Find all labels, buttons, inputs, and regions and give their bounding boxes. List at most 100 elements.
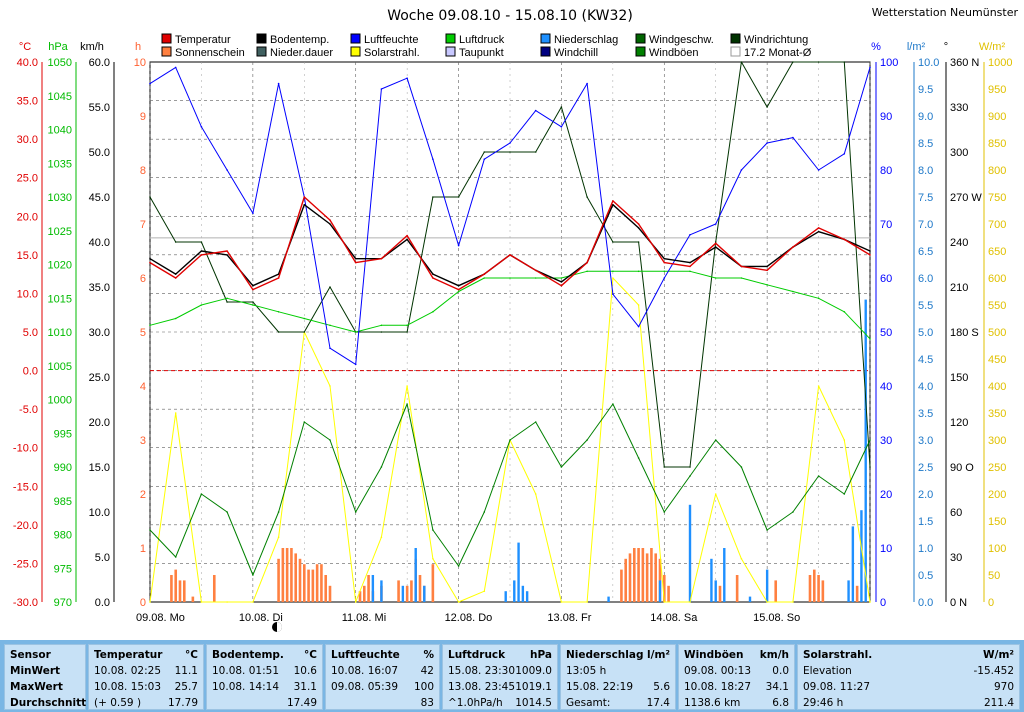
stats-cell-value: -15.452	[973, 665, 1014, 677]
axis-tick-dir: 30	[950, 552, 962, 564]
stats-title: Solarstrahl.	[803, 649, 873, 661]
axis-tick-hum: 100	[880, 57, 898, 69]
axis-tick-temp: 15.0	[17, 250, 38, 262]
series-point	[586, 261, 588, 264]
series-point	[612, 403, 614, 405]
stats-unit: km/h	[759, 649, 789, 661]
series-point	[637, 241, 640, 243]
chart-title: Woche 09.08.10 - 15.08.10 (KW32)	[387, 8, 633, 24]
series-point	[740, 277, 743, 279]
sunshine-bar	[641, 548, 645, 602]
sunshine-bar	[311, 569, 315, 602]
sunshine-bar	[307, 569, 310, 602]
series-point	[714, 246, 717, 248]
stats-panel: Windböen km/h 09.08. 00:13 0.0 10.08. 18:27 3…	[678, 644, 795, 710]
axis-tick-temp: -10.0	[13, 443, 38, 455]
sunshine-bar	[821, 580, 825, 602]
series-point	[226, 511, 228, 513]
sunshine-bar	[654, 553, 658, 602]
rain-bar	[517, 542, 520, 602]
stats-cell-value: 11.1	[174, 665, 198, 677]
axis-tick-sun: 6	[140, 273, 146, 285]
series-point	[792, 601, 794, 603]
sunshine-bar	[170, 575, 173, 602]
series-point	[252, 284, 254, 287]
series-point	[869, 250, 871, 252]
series-point	[457, 196, 460, 198]
series-point	[252, 601, 254, 603]
series-point	[149, 82, 151, 85]
series-point	[174, 317, 177, 320]
axis-tick-dir: 180 S	[950, 327, 979, 339]
axis-tick-temp: -25.0	[13, 558, 38, 570]
series-point	[509, 277, 511, 279]
series-point	[663, 466, 666, 468]
series-point	[714, 223, 717, 225]
stats-row: MinWert	[5, 663, 85, 679]
stats-cell-label: 10.08. 02:25	[94, 665, 161, 677]
rain-bar	[864, 299, 867, 602]
axis-tick-press: 990	[54, 462, 72, 474]
series-point	[586, 196, 588, 198]
series-point	[303, 196, 306, 198]
series-point	[432, 529, 434, 531]
legend-swatch	[730, 33, 741, 44]
legend: Temperatur Bodentemp. Luftfeuchte Luftdruck…	[161, 33, 812, 59]
legend-label: Temperatur	[175, 34, 231, 46]
series-point	[586, 439, 588, 441]
stats-cell-label: MaxWert	[10, 681, 63, 693]
series-point	[149, 196, 151, 198]
axis-tick-press: 1050	[48, 57, 72, 69]
legend-label: Taupunkt	[459, 47, 504, 59]
legend-swatch	[445, 46, 456, 57]
moon-phase-light	[277, 622, 282, 632]
series-point	[303, 421, 306, 423]
series-point	[380, 331, 383, 333]
series-point	[612, 200, 614, 202]
series-point	[637, 304, 640, 306]
rain-bar	[860, 510, 863, 602]
series-point	[432, 558, 434, 560]
series-point	[277, 277, 280, 279]
series-point	[509, 142, 511, 144]
stats-cell-value: 25.7	[174, 681, 198, 693]
axis-tick-solar: 550	[988, 300, 1006, 312]
axis-tick-rain: 4.5	[918, 354, 933, 366]
series-point	[560, 126, 563, 128]
x-axis-label: 11.08. Mi	[342, 612, 386, 624]
series-point	[663, 261, 666, 264]
axis-tick-dir: 240	[950, 237, 968, 249]
series-point	[792, 136, 794, 139]
stats-cell-label: 10.08. 15:03	[94, 681, 161, 693]
series-point	[226, 169, 228, 171]
axis-tick-wind: 20.0	[89, 417, 110, 429]
axis-tick-sun: 1	[140, 543, 146, 555]
axis-tick-temp: -20.0	[13, 520, 38, 532]
series-point	[149, 529, 151, 531]
axis-tick-sun: 10	[134, 57, 146, 69]
series-point	[869, 66, 871, 69]
series-point	[560, 284, 563, 287]
series-point	[509, 254, 511, 256]
stats-row: 13.08. 23:45 1019.1	[443, 679, 557, 695]
axis-tick-temp: 5.0	[23, 327, 38, 339]
stats-panel-header: Bodentemp. °C	[207, 647, 322, 663]
sunshine-bar	[397, 580, 400, 602]
series-point	[663, 277, 666, 279]
axis-tick-press: 995	[54, 428, 72, 440]
axis-tick-press: 1025	[48, 226, 72, 238]
series-point	[457, 601, 460, 603]
legend-label: Niederschlag	[554, 34, 618, 46]
series-point	[483, 511, 486, 513]
series-point	[792, 290, 794, 293]
axis-tick-rain: 7.0	[918, 219, 933, 231]
series-point	[843, 238, 846, 241]
stats-row: Elevation -15.452	[798, 663, 1019, 679]
series-point	[817, 297, 820, 300]
series-point	[560, 466, 563, 468]
series-point	[766, 142, 768, 144]
sunshine-bar	[358, 591, 362, 602]
rain-bar	[521, 585, 525, 602]
sunshine-bar	[774, 580, 778, 602]
axis-tick-dir: 270 W	[950, 192, 982, 204]
